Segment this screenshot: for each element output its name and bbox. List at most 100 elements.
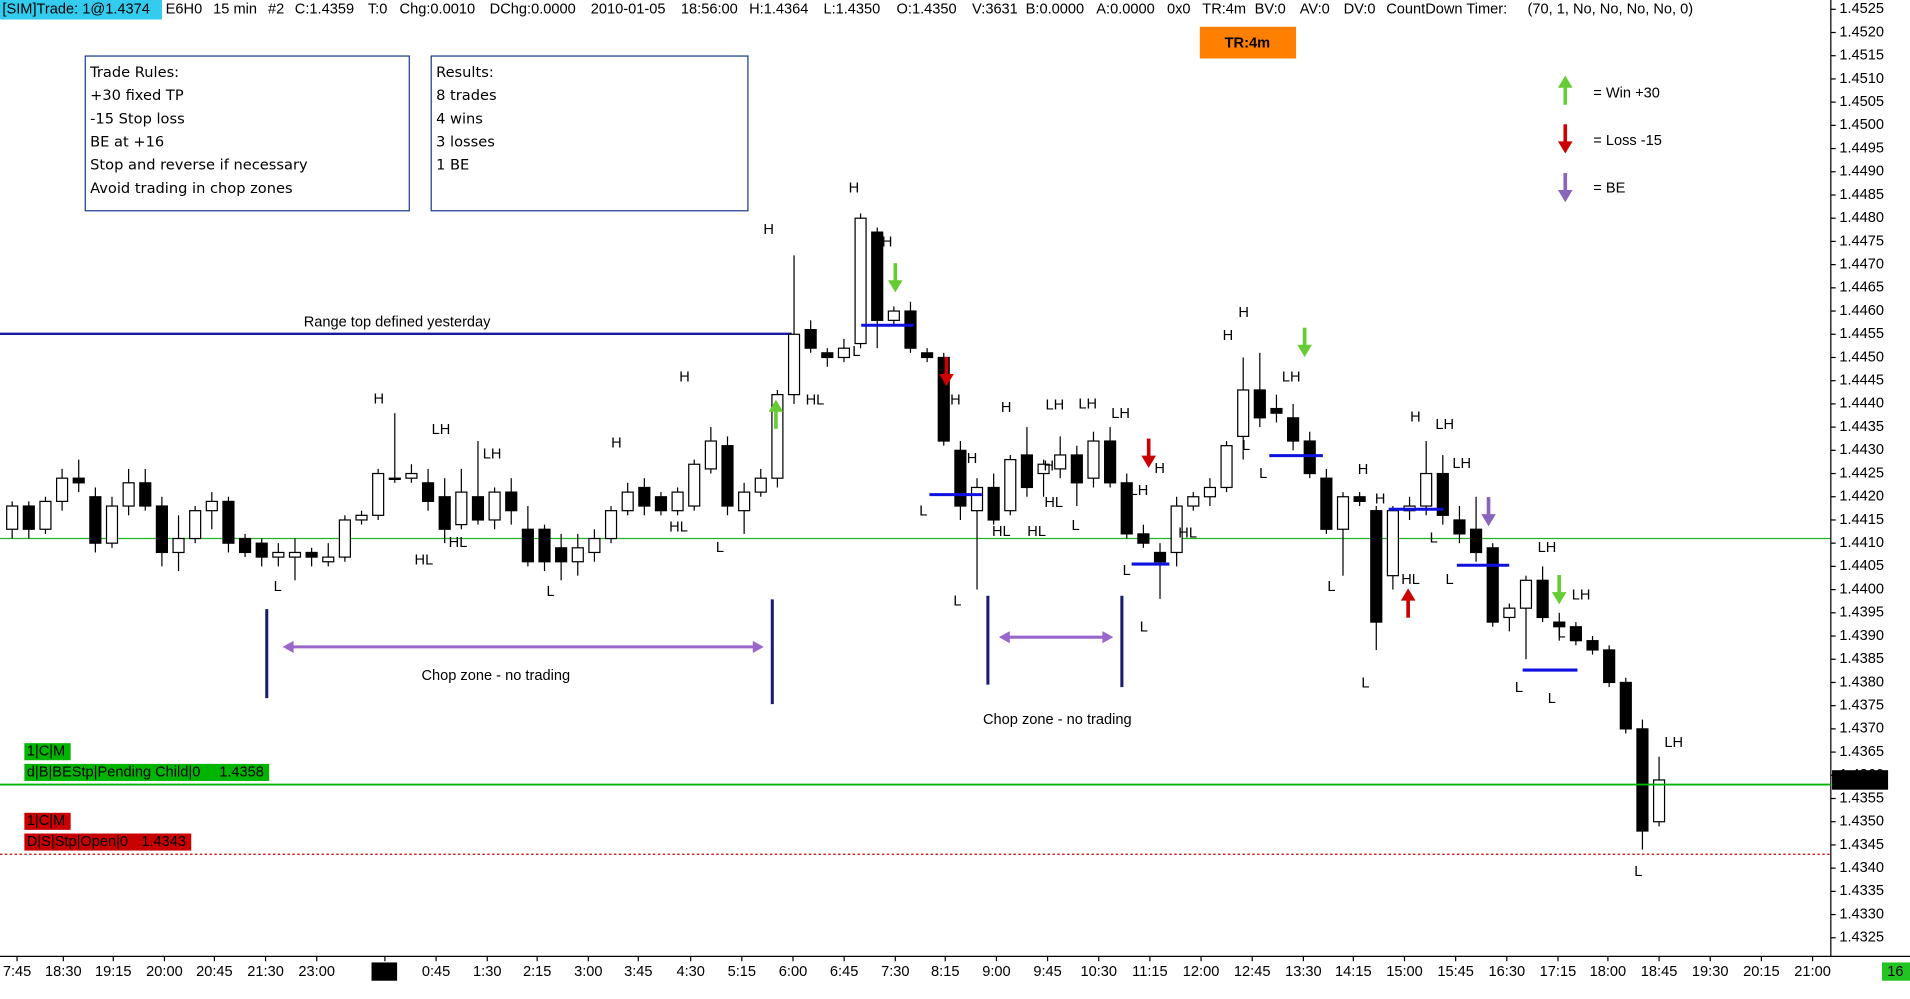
swing-label: LH	[1664, 735, 1683, 751]
swing-label: H	[1375, 491, 1386, 507]
y-tick-label: 1.4420	[1839, 489, 1884, 505]
candle-body	[372, 472, 385, 516]
x-tick-label: 10:30	[1080, 964, 1117, 980]
x-tick-label: 21:30	[247, 964, 284, 980]
header-item: H:1.4364	[749, 2, 808, 18]
x-tick-label: 16:30	[1489, 964, 1526, 980]
trade-arrow-head	[1557, 141, 1573, 154]
swing-label: L	[1430, 530, 1438, 546]
candle-body	[1569, 626, 1582, 642]
y-tick-label: 1.4410	[1839, 535, 1884, 551]
candle-body	[1153, 551, 1167, 563]
candle-body	[6, 505, 19, 530]
candle-body	[1486, 547, 1499, 623]
candle-body	[1503, 607, 1516, 619]
candle-body	[488, 491, 501, 521]
x-tick-label: 23:00	[298, 964, 335, 980]
swing-label: L	[1123, 563, 1131, 579]
order-price: 1.4343	[141, 834, 186, 850]
corner-badge: 16	[1887, 964, 1903, 980]
swing-label: L	[1242, 438, 1250, 454]
swing-label: L	[1634, 864, 1642, 880]
x-tick-label: 14:15	[1335, 964, 1372, 980]
x-tick-label: 0:45	[422, 964, 450, 980]
candle-body	[172, 537, 185, 554]
swing-label: LH	[942, 393, 961, 409]
swing-label: L	[1259, 466, 1267, 482]
swing-label: L	[953, 594, 961, 610]
info-box	[84, 55, 410, 212]
candle-body	[189, 510, 202, 540]
swing-label: L	[1445, 572, 1453, 588]
candle-body	[654, 496, 668, 512]
y-tick-label: 1.4460	[1839, 303, 1884, 319]
candle-body	[704, 440, 717, 470]
candle-body	[1469, 528, 1483, 554]
y-tick-label: 1.4455	[1839, 326, 1884, 342]
swing-label: H	[967, 451, 978, 467]
x-tick-label: 3:00	[574, 964, 602, 980]
swing-label: L	[1072, 518, 1080, 534]
candle-body	[688, 463, 701, 507]
x-tick-label: 4:30	[676, 964, 704, 980]
candle-body	[72, 477, 85, 484]
candle-body	[1203, 486, 1217, 498]
y-tick-label: 1.4355	[1839, 790, 1884, 806]
y-tick-label: 1.4435	[1839, 419, 1884, 435]
x-tick-label: 18:45	[1641, 964, 1678, 980]
y-tick-label: 1.4365	[1839, 744, 1884, 760]
swing-label: HL	[992, 524, 1011, 540]
candle-body	[837, 347, 851, 359]
y-tick-label: 1.4325	[1839, 930, 1884, 946]
candle-body	[1087, 440, 1100, 479]
last-price-bg	[1832, 770, 1889, 790]
swing-label: LH	[1130, 483, 1149, 499]
date-marker	[371, 962, 398, 981]
header-item: L:1.4350	[823, 2, 880, 18]
header-item: [SIM]Trade: 1@1.4374	[2, 2, 149, 18]
order-label: D|S|Stp|Open|0	[27, 834, 128, 850]
y-tick-label: 1.4510	[1839, 71, 1884, 87]
x-tick-label: 3:45	[624, 964, 652, 980]
candle-body	[771, 394, 784, 479]
swing-label: L	[274, 579, 282, 595]
trade-arrow-head	[1557, 190, 1573, 203]
x-tick-label: 5:15	[728, 964, 756, 980]
header-item: BV:0	[1255, 2, 1286, 18]
swing-label: HL	[669, 519, 688, 535]
y-tick-label: 1.4375	[1839, 698, 1884, 714]
candle-body	[1519, 579, 1533, 609]
trade-arrow-head	[768, 399, 784, 412]
header-item: CountDown Timer:	[1386, 2, 1507, 18]
info-box-title: Results:	[436, 64, 494, 81]
swing-label: L	[1327, 579, 1335, 595]
candle-body	[621, 491, 634, 512]
candle-body	[1453, 519, 1466, 535]
chop-note: Chop zone - no trading	[421, 668, 570, 684]
legend-entry: = Win +30	[1593, 86, 1660, 102]
candle-body	[1137, 533, 1150, 544]
candle-body	[1253, 389, 1266, 419]
candle-body	[738, 491, 751, 512]
candle-body	[1020, 454, 1034, 489]
y-tick-label: 1.4480	[1839, 210, 1884, 226]
y-tick-label: 1.4505	[1839, 94, 1884, 110]
header-item: B:0.0000	[1026, 2, 1084, 18]
swing-label: L	[716, 540, 724, 556]
order-tag: 1|C|M	[27, 813, 65, 829]
y-tick-label: 1.4415	[1839, 512, 1884, 528]
candle-body	[1004, 459, 1017, 512]
candle-body	[438, 496, 451, 530]
y-tick-label: 1.4335	[1839, 883, 1884, 899]
candle-body	[1054, 454, 1067, 470]
order-tag-bg	[24, 743, 71, 761]
y-tick-label: 1.4330	[1839, 906, 1884, 922]
candle-body	[521, 528, 534, 563]
y-tick-label: 1.4445	[1839, 373, 1884, 389]
tr-badge: TR:4m	[1225, 36, 1270, 52]
header-item: O:1.4350	[897, 2, 957, 18]
info-box-line: BE at +16	[90, 134, 164, 151]
candle-body	[205, 500, 218, 512]
candle-body	[821, 352, 834, 359]
header-item: 2010-01-05	[591, 2, 666, 18]
